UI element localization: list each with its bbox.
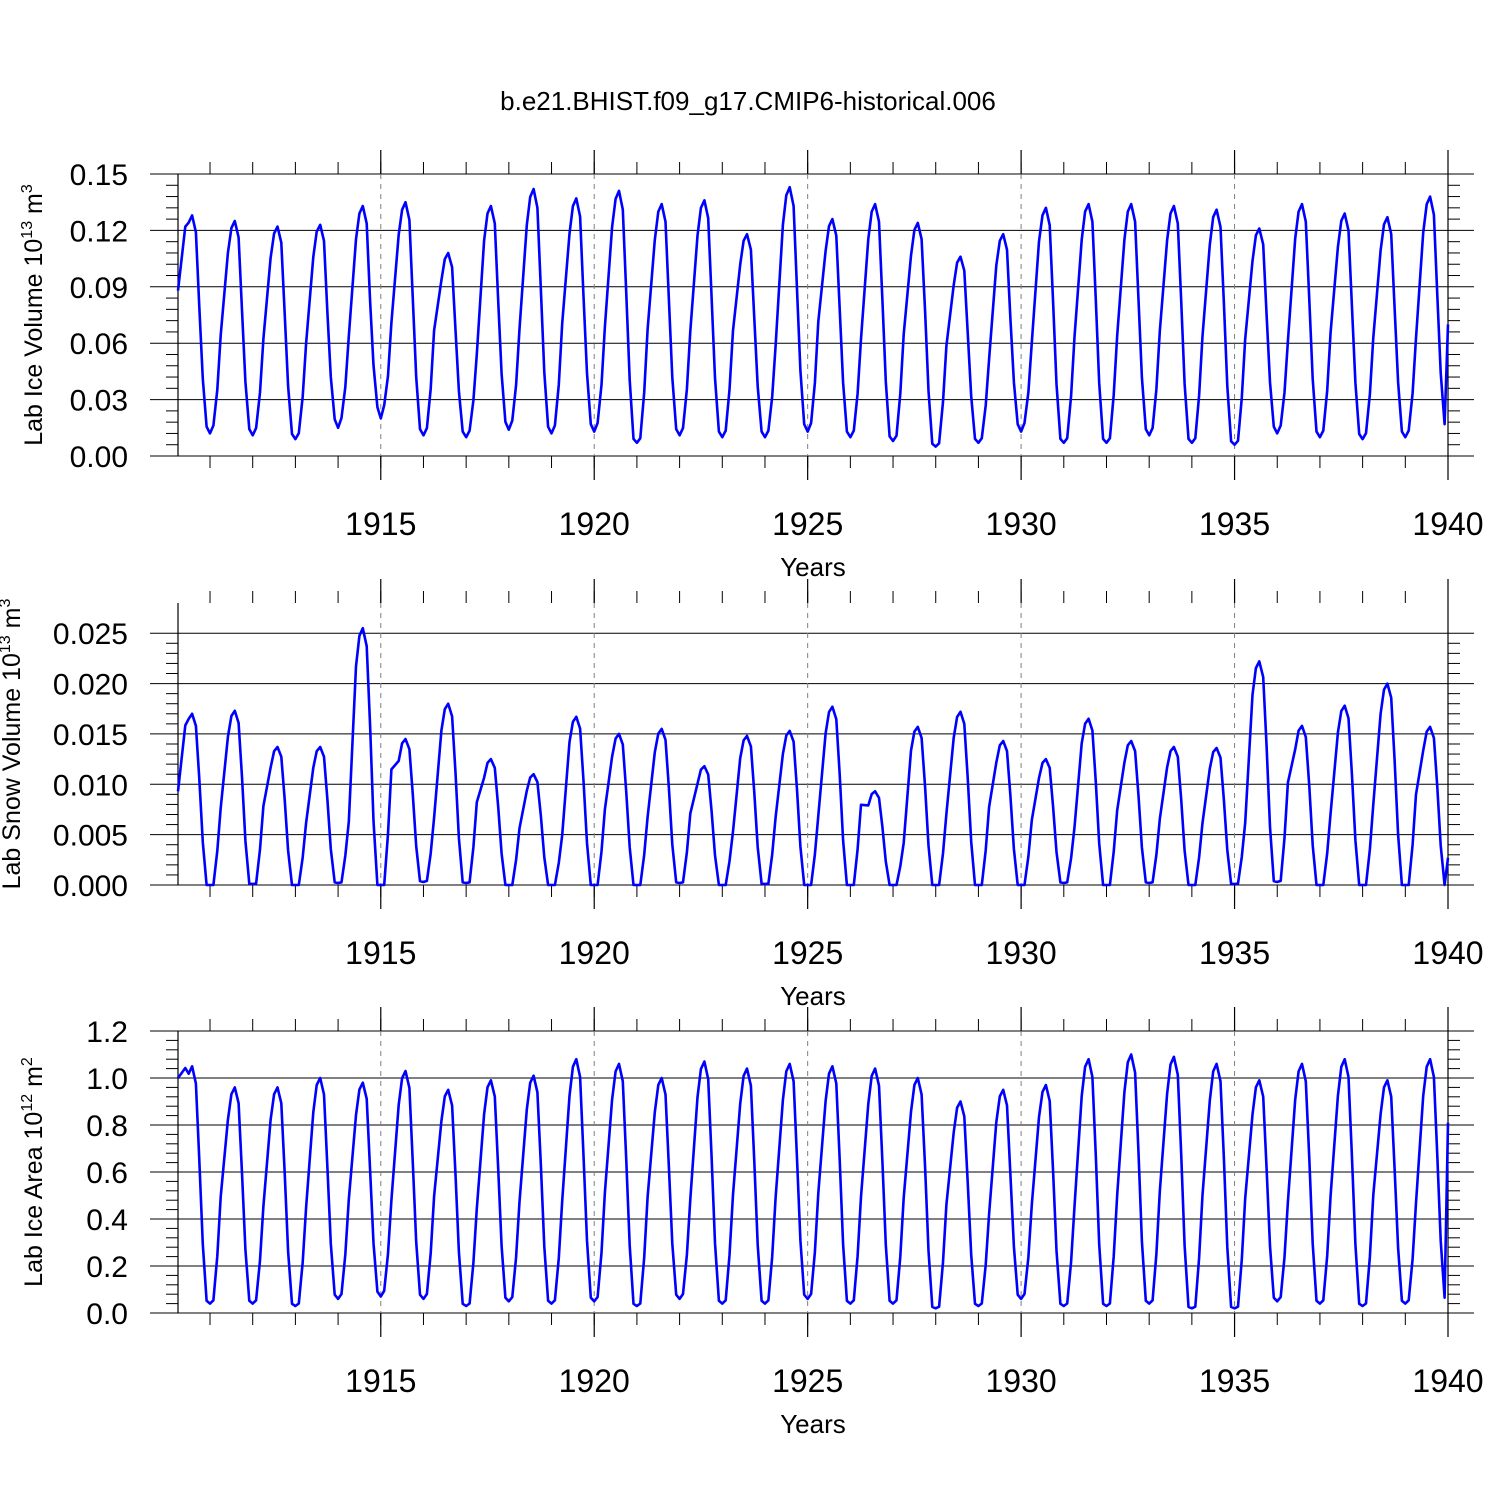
y-tick-label: 0.025	[53, 618, 128, 651]
x-tick-label: 1935	[1199, 1363, 1270, 1399]
y-label-text: Lab Snow Volume 10	[0, 653, 26, 889]
y-label-exponent: 12	[19, 1094, 36, 1112]
x-tick-label: 1920	[559, 935, 630, 971]
y-label-unit: m	[0, 608, 26, 636]
x-tick-label: 1940	[1412, 935, 1483, 971]
x-tick-label: 1930	[986, 1363, 1057, 1399]
x-tick-label: 1940	[1412, 1363, 1483, 1399]
panel-1: 0.00 0.03 0.06 0.09 0.12 0.15 1915 1920 1925 1930…	[19, 150, 1484, 582]
x-tick-label: 1915	[345, 935, 416, 971]
y-tick-label: 0.00	[70, 441, 128, 474]
series-line	[176, 626, 1450, 887]
x-tick-label: 1940	[1412, 506, 1483, 542]
x-tick-label: 1920	[559, 1363, 630, 1399]
y-tick-label: 0.12	[70, 215, 128, 248]
x-tick-label: 1915	[345, 506, 416, 542]
x-axis-label: Years	[780, 1409, 846, 1439]
y-label-unit-exponent: 2	[19, 1057, 36, 1066]
x-tick-label: 1935	[1199, 935, 1270, 971]
y-tick-label: 1.0	[86, 1063, 128, 1096]
y-label-unit-exponent: 3	[0, 599, 14, 608]
y-tick-label: 0.15	[70, 159, 128, 192]
y-tick-label: 0.06	[70, 328, 128, 361]
panel-3: 0.0 0.2 0.4 0.6 0.8 1.0 1.2 1915 1920 1925 1930 193…	[19, 1007, 1484, 1439]
y-axis-label: Lab Ice Volume 1013 m3	[19, 184, 48, 446]
y-label-text: Lab Ice Area 10	[20, 1112, 48, 1287]
y-tick-label: 0.015	[53, 719, 128, 752]
x-tick-label: 1925	[772, 935, 843, 971]
series-line	[176, 1053, 1450, 1310]
y-label-unit: m	[20, 193, 48, 221]
x-tick-label: 1935	[1199, 506, 1270, 542]
y-tick-label: 0.6	[86, 1157, 128, 1190]
y-axis-label: Lab Ice Area 1012 m2	[19, 1057, 48, 1287]
panel-2: 0.000 0.005 0.010 0.015 0.020 0.025 1915 1920 19…	[0, 579, 1484, 1011]
y-label-unit: m	[20, 1066, 48, 1094]
figure-title: b.e21.BHIST.f09_g17.CMIP6-historical.006	[500, 86, 996, 116]
y-tick-label: 0.000	[53, 870, 128, 903]
y-label-exponent: 13	[0, 635, 14, 653]
x-tick-label: 1920	[559, 506, 630, 542]
x-tick-label: 1930	[986, 506, 1057, 542]
y-tick-label: 0.4	[86, 1204, 128, 1237]
y-tick-label: 1.2	[86, 1016, 128, 1049]
y-tick-label: 0.03	[70, 385, 128, 418]
x-tick-label: 1915	[345, 1363, 416, 1399]
y-tick-label: 0.2	[86, 1251, 128, 1284]
y-label-text: Lab Ice Volume 10	[20, 239, 48, 446]
y-tick-label: 0.005	[53, 820, 128, 853]
y-tick-label: 0.020	[53, 669, 128, 702]
y-axis-label: Lab Snow Volume 1013 m3	[0, 599, 26, 890]
x-tick-label: 1930	[986, 935, 1057, 971]
x-axis-label: Years	[780, 981, 846, 1011]
y-tick-label: 0.0	[86, 1298, 128, 1331]
y-tick-label: 0.09	[70, 272, 128, 305]
y-label-unit-exponent: 3	[19, 184, 36, 193]
x-tick-label: 1925	[772, 506, 843, 542]
x-tick-label: 1925	[772, 1363, 843, 1399]
y-tick-label: 0.010	[53, 769, 128, 802]
y-label-exponent: 13	[19, 221, 36, 239]
y-tick-label: 0.8	[86, 1110, 128, 1143]
series-line	[176, 185, 1450, 448]
x-axis-label: Years	[780, 552, 846, 582]
